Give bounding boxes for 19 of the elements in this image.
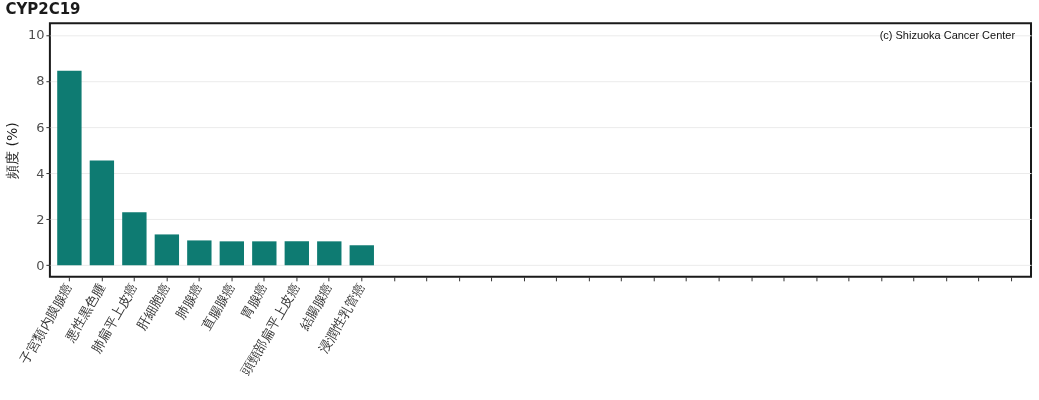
annotation: (c) Shizuoka Cancer Center [879,29,1016,42]
y-tick-label: 8 [36,73,45,89]
bar [284,241,309,266]
y-tick-label: 0 [36,257,45,273]
bar [187,240,212,266]
y-tick-label: 4 [36,165,45,181]
bar [57,70,82,266]
y-axis-title: 頻度 (%) [3,122,20,179]
chart-title: CYP2C19 [5,0,81,19]
y-tick-label: 2 [36,211,45,227]
bar [349,245,374,266]
bar [252,241,277,266]
bar [122,212,147,266]
bar [317,241,342,266]
bar [219,241,245,266]
bar [154,234,180,266]
y-tick-label: 6 [36,119,45,135]
y-tick-label: 10 [27,27,45,43]
bar [89,160,115,266]
